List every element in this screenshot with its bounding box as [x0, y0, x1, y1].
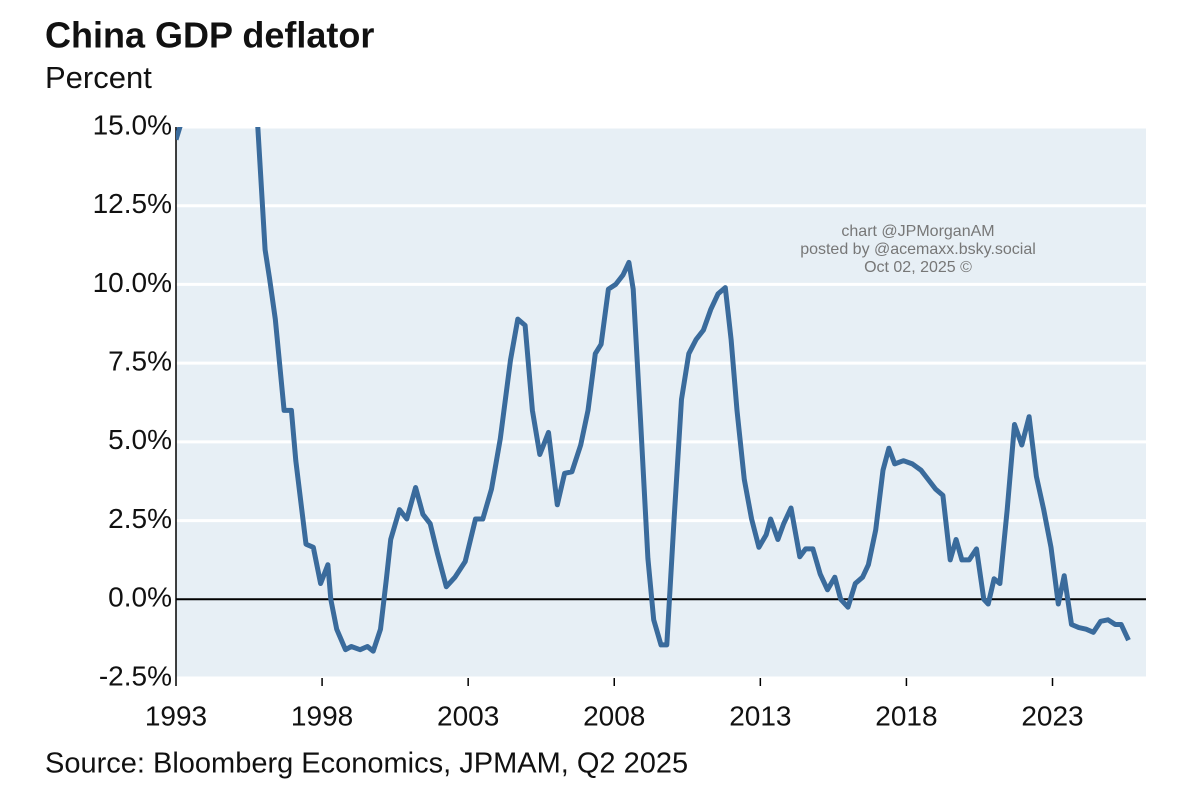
- x-tick-label: 2018: [875, 700, 937, 731]
- watermark-text: chart @JPMorganAM: [841, 223, 994, 240]
- series: [176, 127, 1131, 654]
- data-line: [176, 127, 1131, 654]
- y-tick-label: 7.5%: [108, 346, 172, 377]
- watermark-text: posted by @acemaxx.bsky.social: [800, 241, 1036, 258]
- axes: -2.5% 0.0% 2.5% 5.0% 7.5% 10.0% 12.5% 15.0% 1993…: [93, 109, 1146, 731]
- y-tick-label: 0.0%: [108, 582, 172, 613]
- y-tick-label: 15.0%: [93, 109, 172, 140]
- chart-subtitle: Percent: [45, 60, 152, 95]
- watermark-text: Oct 02, 2025 ©: [864, 259, 972, 276]
- x-tick-label: 2008: [583, 700, 645, 731]
- x-tick-label: 1998: [291, 700, 353, 731]
- x-tick-label: 2003: [437, 700, 499, 731]
- x-tick-label: 2023: [1021, 700, 1083, 731]
- plot-area: [176, 127, 1146, 678]
- y-tick-label: 5.0%: [108, 424, 172, 455]
- source-note: Source: Bloomberg Economics, JPMAM, Q2 2…: [45, 748, 688, 780]
- x-tick-label: 2013: [729, 700, 791, 731]
- chart-title: China GDP deflator: [45, 15, 374, 56]
- y-tick-label: 10.0%: [93, 267, 172, 298]
- y-tick-label: 12.5%: [93, 188, 172, 219]
- y-tick-label: -2.5%: [99, 660, 172, 691]
- x-tick-label: 1993: [145, 700, 207, 731]
- y-tick-label: 2.5%: [108, 503, 172, 534]
